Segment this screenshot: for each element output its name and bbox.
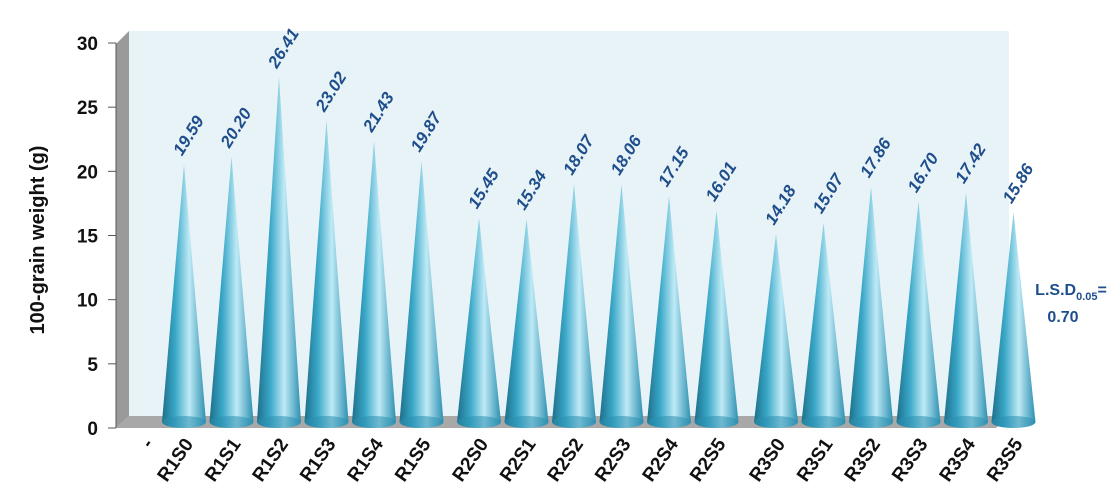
lsd-annotation: L.S.D0.05= 0.70 — [1035, 282, 1107, 326]
svg-text:L.S.D0.05=: L.S.D0.05= — [1035, 282, 1107, 303]
cone-base — [992, 416, 1036, 428]
lsd-value: 0.70 — [1047, 309, 1078, 326]
x-tick-label: R1S3 — [296, 435, 340, 486]
cone-base — [754, 416, 798, 428]
side-wall — [116, 31, 129, 428]
x-tick-label: R2S3 — [591, 435, 635, 486]
x-tick-label: R1S1 — [201, 434, 246, 485]
x-tick-label: R1S0 — [154, 435, 198, 486]
x-axis: -R1S0 R1S1 R1S2 R1S3 R1S4 R1S5 R2S0 R2S1 R2S2 R2S… — [137, 434, 1028, 485]
x-tick-label: R2S2 — [544, 435, 588, 486]
y-tick-label: 0 — [87, 419, 98, 440]
cone-base — [849, 416, 893, 428]
x-tick-label: R1S4 — [344, 434, 389, 485]
x-tick-label: R3S0 — [746, 435, 790, 486]
x-tick-label-dash: - — [137, 435, 158, 452]
x-tick-label: R3S2 — [841, 435, 885, 486]
y-tick-label: 10 — [77, 291, 98, 312]
cone-base — [257, 416, 301, 428]
cone-base — [400, 416, 444, 428]
x-tick-label: R2S4 — [639, 434, 684, 485]
cone-base — [457, 416, 501, 428]
cone-base — [897, 416, 941, 428]
y-tick-label: 30 — [77, 34, 98, 55]
cone-base — [802, 416, 846, 428]
x-tick-label: R1S5 — [391, 434, 436, 485]
lsd-suffix: = — [1097, 282, 1106, 299]
y-tick-label: 20 — [77, 162, 98, 183]
cone-base — [305, 416, 349, 428]
x-tick-label: R3S1 — [793, 434, 838, 485]
y-axis: 0 5 10 15 20 25 30 — [77, 34, 116, 440]
x-tick-label: R3S4 — [936, 434, 981, 485]
x-tick-label: R3S5 — [983, 434, 1028, 485]
x-tick-label: R2S1 — [496, 434, 541, 485]
cone-base — [647, 416, 691, 428]
cone-base — [695, 416, 739, 428]
y-axis-label: 100-grain weight (g) — [27, 146, 49, 335]
y-tick-label: 25 — [77, 98, 99, 119]
cone-base — [352, 416, 396, 428]
cone-base — [162, 416, 206, 428]
x-tick-label: R3S3 — [888, 435, 932, 486]
cone-base — [210, 416, 254, 428]
x-tick-label: R1S2 — [249, 435, 293, 486]
lsd-prefix: L.S.D — [1035, 282, 1076, 299]
x-tick-label: R2S5 — [686, 434, 731, 485]
x-tick-label: R2S0 — [449, 435, 493, 486]
cone-base — [552, 416, 596, 428]
cone-base — [600, 416, 644, 428]
cone-base — [505, 416, 549, 428]
y-tick-label: 15 — [77, 227, 99, 248]
y-tick-label: 5 — [87, 355, 98, 376]
cone-base — [944, 416, 988, 428]
lsd-subscript: 0.05 — [1076, 291, 1097, 303]
